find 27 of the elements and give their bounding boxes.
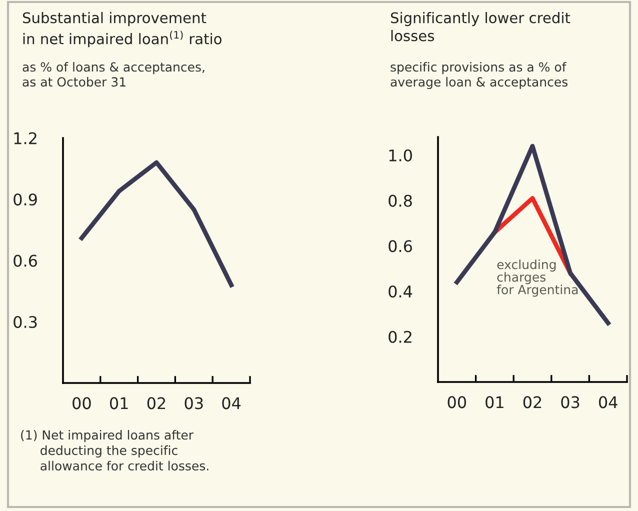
y-tick-label: 1.0 xyxy=(389,149,412,162)
x-tick-label: 02 xyxy=(147,397,166,410)
x-tick-label: 03 xyxy=(561,396,580,408)
y-tick-label: 0.3 xyxy=(14,316,37,328)
line-series xyxy=(79,160,234,288)
line-series xyxy=(454,144,610,326)
y-tick-label: 1.2 xyxy=(14,132,36,144)
y-tick-label: 0.4 xyxy=(388,285,412,298)
series-label: excluding charges for Argentina xyxy=(496,260,578,297)
chart-title: Significantly lower credit losses xyxy=(390,12,570,42)
x-tick-label: 03 xyxy=(184,397,203,410)
y-tick-label: 0.6 xyxy=(14,254,37,267)
chart-subtitle: as % of loans & acceptances, as at October 31 xyxy=(22,62,204,87)
x-tick-label: 04 xyxy=(222,397,241,410)
x-tick-label: 02 xyxy=(523,396,542,408)
x-tick-label: 01 xyxy=(486,396,504,408)
y-tick-label: 0.8 xyxy=(388,194,412,207)
chart-title: Substantial improvement in net impaired loan$^{(1)}$ ratio xyxy=(22,12,222,48)
y-tick-label: 0.9 xyxy=(14,193,37,206)
y-tick-label: 0.2 xyxy=(388,330,412,343)
x-tick-label: 01 xyxy=(110,397,128,410)
text: (1) Net impaired loans after deducting the specific allowance for credit losses. xyxy=(21,430,208,471)
chart-subtitle: specific provisions as a % of average loan & acceptances xyxy=(390,62,568,90)
x-tick-label: 04 xyxy=(598,396,618,408)
x-tick-label: 00 xyxy=(72,397,91,410)
x-tick-label: 00 xyxy=(448,396,466,408)
y-tick-label: 0.6 xyxy=(388,240,412,252)
